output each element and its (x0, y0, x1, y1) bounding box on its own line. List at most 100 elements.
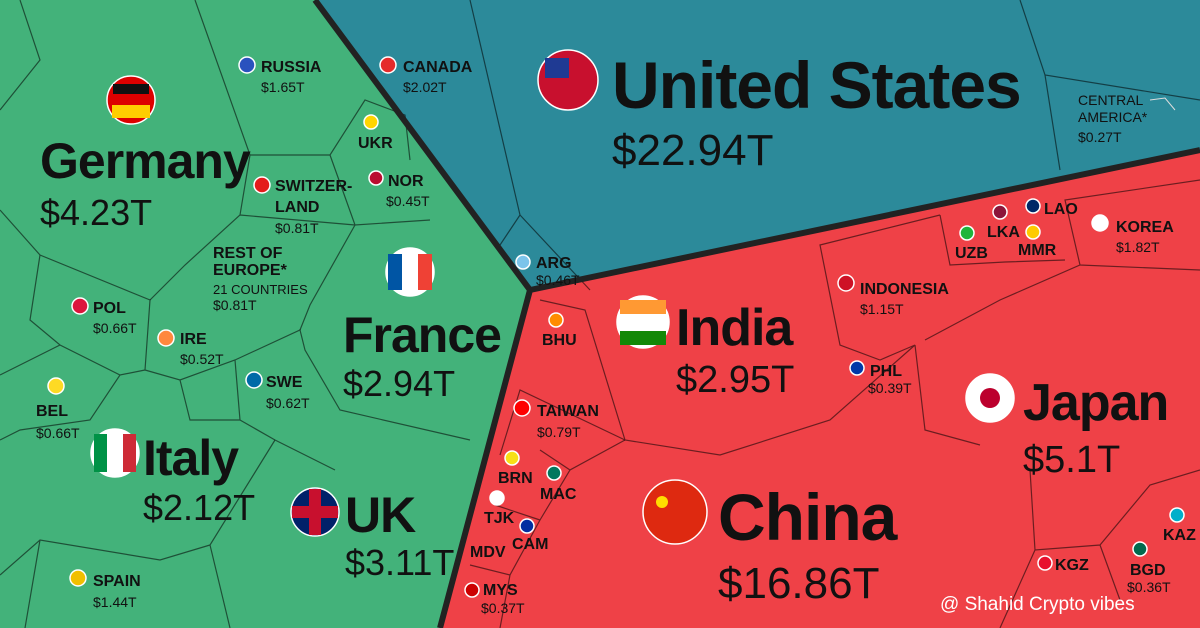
flag-lao (1025, 198, 1041, 214)
country-name: REST OF (213, 245, 283, 262)
flag-india-green (620, 331, 666, 345)
flag-cam (519, 518, 535, 534)
country-name: NOR (388, 173, 424, 190)
country-name: BGD (1130, 562, 1166, 579)
country-name: SPAIN (93, 573, 141, 590)
country-name: India (676, 299, 794, 357)
country-name: INDONESIA (860, 281, 949, 298)
flag-mac (546, 465, 562, 481)
country-name: SWE (266, 374, 303, 391)
flag-usa-canton (545, 58, 569, 78)
flag-arg (515, 254, 531, 270)
flag-germany-gold (112, 105, 150, 118)
country-name: BRN (498, 470, 533, 487)
country-gdp: $2.95T (676, 359, 794, 401)
flag-bel (47, 377, 65, 395)
flag-china (642, 479, 708, 545)
country-gdp: $0.27T (1078, 129, 1122, 145)
country-name: BHU (542, 332, 577, 349)
leader-line (1149, 97, 1176, 111)
country-name: PHL (870, 363, 902, 380)
flag-italy-red (123, 434, 136, 472)
country-name: RUSSIA (261, 59, 322, 76)
flag-ire (157, 329, 175, 347)
country-gdp: $1.44T (93, 594, 137, 610)
country-gdp: $0.66T (36, 425, 80, 441)
cell-border (0, 209, 471, 441)
americas-region (315, 0, 1200, 290)
country-name: KOREA (1116, 219, 1174, 236)
country-name: Japan (1023, 374, 1168, 432)
country-name: LKA (987, 224, 1020, 241)
country-name: LAO (1044, 201, 1078, 218)
flag-uk-cross-h (292, 506, 338, 518)
country-gdp: $0.36T (1127, 579, 1171, 595)
flag-france-red (418, 254, 432, 290)
flag-india-saffron (620, 300, 666, 314)
country-name: KGZ (1055, 557, 1089, 574)
country-gdp: $0.66T (93, 320, 137, 336)
flag-taiwan (513, 399, 531, 417)
flag-pol (71, 297, 89, 315)
flag-swe (245, 371, 263, 389)
flag-mys (464, 582, 480, 598)
country-name: LAND (275, 199, 319, 216)
country-gdp: $2.12T (143, 487, 255, 528)
country-name: KAZ (1163, 527, 1196, 544)
cell-border (469, 0, 1200, 291)
country-gdp: $22.94T (612, 126, 773, 175)
country-gdp: $2.94T (343, 363, 455, 404)
country-gdp: $1.15T (860, 301, 904, 317)
country-name: POL (93, 300, 126, 317)
cell-border (469, 439, 1200, 628)
flag-switzerland (253, 176, 271, 194)
flag-mmr (1025, 224, 1041, 240)
flag-canada (379, 56, 397, 74)
country-gdp: $0.52T (180, 351, 224, 367)
flag-kaz (1169, 507, 1185, 523)
country-name: SWITZER- (275, 178, 352, 195)
country-name: UK (345, 487, 416, 543)
watermark: @ Shahid Crypto vibes (940, 594, 1135, 615)
flag-kgz (1037, 555, 1053, 571)
country-gdp: $0.81T (275, 220, 319, 236)
flag-tjk (489, 490, 505, 506)
country-name: MMR (1018, 242, 1057, 259)
flag-spain (69, 569, 87, 587)
flag-bgd (1132, 541, 1148, 557)
flag-russia (238, 56, 256, 74)
country-name: TAIWAN (537, 403, 599, 420)
country-gdp: $16.86T (718, 559, 879, 608)
country-gdp: $3.11T (345, 542, 454, 583)
country-name: BEL (36, 403, 68, 420)
flag-brn (504, 450, 520, 466)
country-name: EUROPE* (213, 262, 288, 279)
country-name: ARG (536, 255, 572, 272)
country-name: TJK (484, 510, 515, 527)
flag-phl (849, 360, 865, 376)
country-gdp: $2.02T (403, 79, 447, 95)
country-gdp: $0.46T (536, 272, 580, 288)
country-name: Germany (40, 133, 251, 189)
country-gdp: $1.65T (261, 79, 305, 95)
flag-korea (1091, 214, 1109, 232)
country-gdp: $5.1T (1023, 439, 1120, 481)
country-gdp: $0.79T (537, 424, 581, 440)
country-name: CANADA (403, 59, 473, 76)
country-name: IRE (180, 331, 207, 348)
flag-germany-black (113, 84, 149, 94)
country-count: 21 COUNTRIES (213, 282, 308, 297)
flag-indonesia (837, 274, 855, 292)
country-gdp: $0.62T (266, 395, 310, 411)
flag-lka (992, 204, 1008, 220)
cell-border (499, 179, 1200, 456)
country-name: MYS (483, 582, 518, 599)
flag-france-blue (388, 254, 402, 290)
flag-italy-green (94, 434, 107, 472)
flags (47, 49, 1185, 598)
country-name: CENTRAL (1078, 92, 1144, 108)
region-border (529, 147, 1200, 293)
country-gdp: $0.39T (868, 380, 912, 396)
labels: United States $22.94T CANADA $2.02T CENT… (36, 48, 1196, 616)
